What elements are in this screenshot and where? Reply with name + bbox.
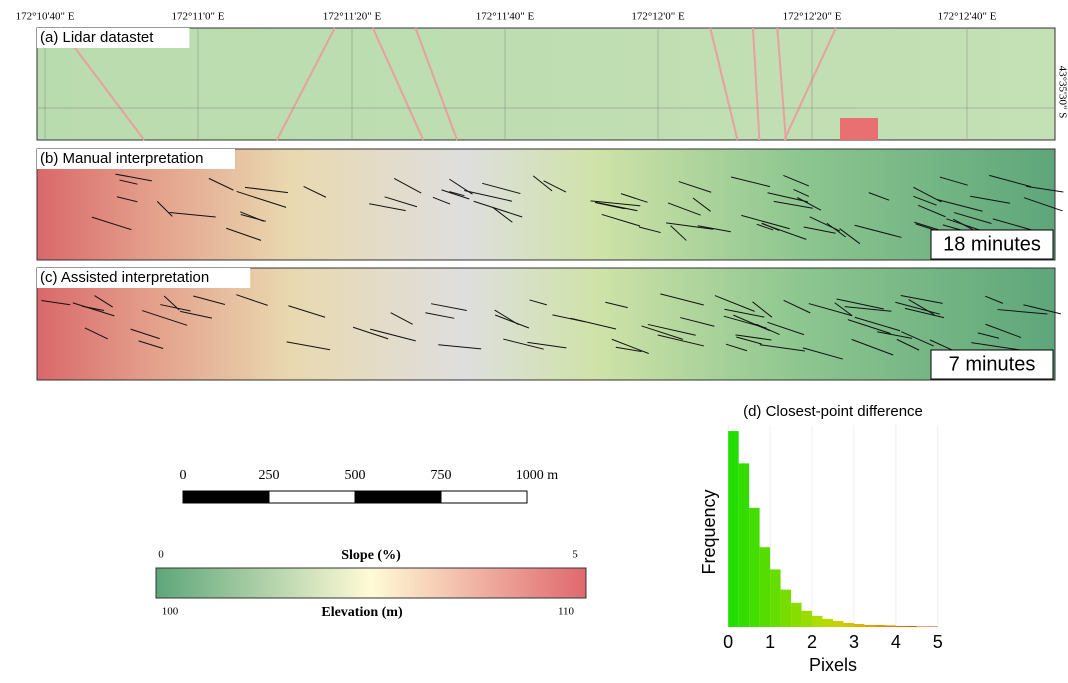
coord-label: 172°12'40" E xyxy=(938,11,997,23)
bar xyxy=(728,431,738,627)
chart-title: (d) Closest-point difference xyxy=(743,403,923,420)
x-tick-label: 1 xyxy=(765,632,775,652)
scale-label: 250 xyxy=(259,468,280,483)
bar xyxy=(854,624,864,627)
bar xyxy=(749,508,759,627)
x-tick-label: 4 xyxy=(891,632,901,652)
slope-title: Slope (%) xyxy=(341,548,401,563)
coord-label: 172°11'40" E xyxy=(476,11,535,23)
scale-label: 0 xyxy=(180,468,187,483)
coord-label: 172°10'40" E xyxy=(16,11,75,23)
y-axis-label: Frequency xyxy=(699,489,719,574)
x-axis-label: Pixels xyxy=(809,655,857,675)
coord-label: 172°12'0" E xyxy=(631,11,685,23)
bar xyxy=(833,621,843,627)
scale-seg xyxy=(441,491,527,503)
coord-label: 172°11'20" E xyxy=(323,11,382,23)
scale-seg xyxy=(269,491,355,503)
bar xyxy=(896,626,906,627)
x-tick-label: 2 xyxy=(807,632,817,652)
x-tick-label: 0 xyxy=(723,632,733,652)
panel-label: (c) Assisted interpretation xyxy=(40,269,209,286)
elev-min: 100 xyxy=(162,606,179,618)
scale-label: 750 xyxy=(431,468,452,483)
time-label: 7 minutes xyxy=(949,353,1036,375)
bar xyxy=(770,569,780,627)
bar xyxy=(864,625,874,627)
bar xyxy=(917,626,927,627)
coord-label: 172°11'0" E xyxy=(172,11,225,23)
bar xyxy=(802,611,812,627)
lat-label: 43°35'30" S xyxy=(1056,66,1068,119)
panel-label: (a) Lidar datastet xyxy=(40,29,154,46)
scale-label: 1000 m xyxy=(516,468,559,483)
elev-max: 110 xyxy=(558,606,575,618)
bar xyxy=(739,463,749,627)
bar xyxy=(823,619,833,627)
bar xyxy=(927,626,937,627)
time-label: 18 minutes xyxy=(943,233,1041,255)
bar xyxy=(843,623,853,627)
elev-title: Elevation (m) xyxy=(321,605,403,620)
figure: 0 Slope (%) 5 100 Elevation (m) 110 172°… xyxy=(0,0,1068,678)
coord-label: 172°12'20" E xyxy=(783,11,842,23)
scale-label: 500 xyxy=(345,468,366,483)
x-tick-label: 3 xyxy=(849,632,859,652)
bar xyxy=(791,603,801,627)
page: {"map":{"coords":["172°10'40\" E","172°1… xyxy=(0,0,1068,683)
bar xyxy=(812,616,822,627)
bar xyxy=(760,547,770,627)
panel-label: (b) Manual interpretation xyxy=(40,150,203,167)
slope-min: 0 xyxy=(158,549,164,561)
scale-seg xyxy=(355,491,441,503)
bar xyxy=(781,590,791,627)
building xyxy=(840,118,878,140)
color-ramp xyxy=(156,568,586,598)
bar xyxy=(885,625,895,627)
bar xyxy=(906,626,916,627)
map-panel xyxy=(37,28,1055,140)
x-tick-label: 5 xyxy=(933,632,943,652)
scale-seg xyxy=(183,491,269,503)
bar xyxy=(875,625,885,627)
slope-max: 5 xyxy=(572,549,578,561)
